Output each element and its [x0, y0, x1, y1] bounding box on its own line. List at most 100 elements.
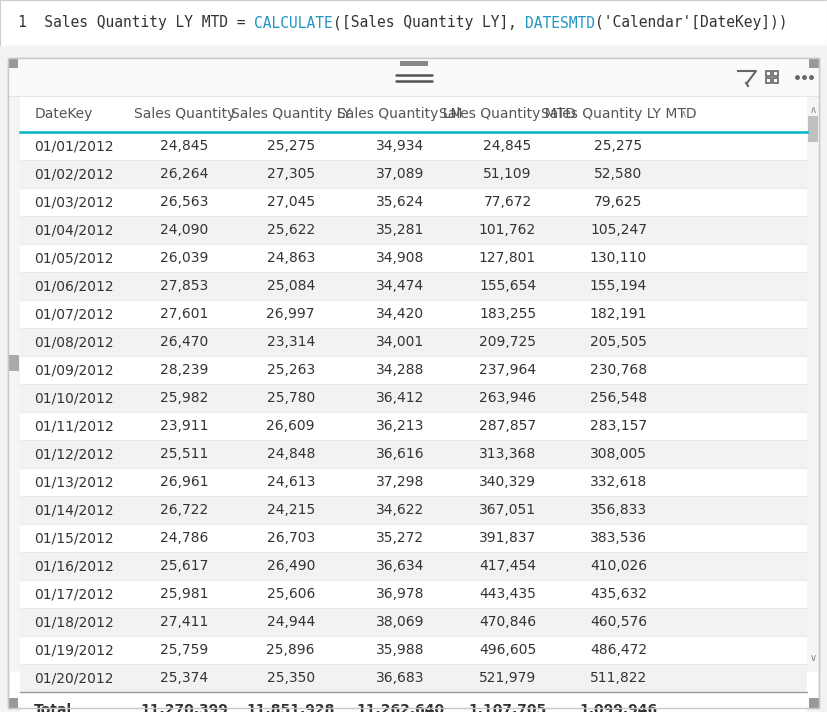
Text: Sales Quantity MTD: Sales Quantity MTD — [439, 107, 576, 121]
Text: ∧: ∧ — [680, 109, 687, 119]
Text: 521,979: 521,979 — [479, 671, 536, 685]
Text: 332,618: 332,618 — [590, 475, 648, 489]
Text: 27,305: 27,305 — [266, 167, 315, 181]
Text: 34,934: 34,934 — [376, 139, 424, 153]
Text: 01/13/2012: 01/13/2012 — [34, 475, 114, 489]
Text: 25,780: 25,780 — [266, 391, 315, 405]
Bar — [20, 468, 807, 496]
Text: 01/04/2012: 01/04/2012 — [34, 223, 114, 237]
Text: Sales Quantity LY: Sales Quantity LY — [231, 107, 351, 121]
Text: 01/12/2012: 01/12/2012 — [34, 447, 114, 461]
Text: 205,505: 205,505 — [590, 335, 647, 349]
Text: 01/17/2012: 01/17/2012 — [34, 587, 114, 601]
Text: 01/06/2012: 01/06/2012 — [34, 279, 114, 293]
Text: 26,609: 26,609 — [266, 419, 315, 433]
Text: 36,634: 36,634 — [376, 559, 424, 573]
Bar — [20, 328, 807, 356]
Text: 237,964: 237,964 — [479, 363, 536, 377]
Text: 79,625: 79,625 — [595, 195, 643, 209]
Text: 35,624: 35,624 — [376, 195, 424, 209]
Text: 52,580: 52,580 — [595, 167, 643, 181]
Text: 01/05/2012: 01/05/2012 — [34, 251, 114, 265]
Text: 356,833: 356,833 — [590, 503, 647, 517]
Text: [Sales Quantity LY]: [Sales Quantity LY] — [342, 16, 508, 31]
Text: 1,107,705: 1,107,705 — [468, 703, 547, 712]
Text: 23,314: 23,314 — [266, 335, 315, 349]
Text: 24,944: 24,944 — [266, 615, 315, 629]
Text: DATESMTD: DATESMTD — [525, 16, 595, 31]
Text: 263,946: 263,946 — [479, 391, 536, 405]
Text: 25,275: 25,275 — [595, 139, 643, 153]
Text: 27,045: 27,045 — [266, 195, 315, 209]
Text: 25,350: 25,350 — [266, 671, 315, 685]
Text: 340,329: 340,329 — [479, 475, 536, 489]
Bar — [20, 692, 807, 712]
Bar — [20, 244, 807, 272]
Bar — [809, 58, 819, 68]
Text: 34,420: 34,420 — [376, 307, 424, 321]
Text: 25,759: 25,759 — [160, 643, 208, 657]
Text: 37,089: 37,089 — [376, 167, 424, 181]
Text: 01/16/2012: 01/16/2012 — [34, 559, 114, 573]
Bar — [399, 61, 428, 66]
Text: 25,084: 25,084 — [266, 279, 315, 293]
Bar — [0, 0, 827, 46]
Bar — [8, 58, 18, 68]
Text: 209,725: 209,725 — [479, 335, 536, 349]
Text: 383,536: 383,536 — [590, 531, 647, 545]
Text: Sales Quantity LM: Sales Quantity LM — [337, 107, 463, 121]
Text: ∧: ∧ — [810, 105, 816, 115]
Text: Sales Quantity LY MTD: Sales Quantity LY MTD — [541, 107, 696, 121]
Text: 24,845: 24,845 — [484, 139, 532, 153]
Text: 24,786: 24,786 — [160, 531, 208, 545]
Bar — [0, 46, 827, 58]
Text: 01/11/2012: 01/11/2012 — [34, 419, 114, 433]
Bar — [20, 300, 807, 328]
Text: 51,109: 51,109 — [483, 167, 532, 181]
Bar — [8, 698, 18, 708]
Text: 35,988: 35,988 — [375, 643, 424, 657]
Text: 34,622: 34,622 — [376, 503, 424, 517]
Text: 410,026: 410,026 — [590, 559, 647, 573]
Text: 27,411: 27,411 — [160, 615, 208, 629]
Text: 01/15/2012: 01/15/2012 — [34, 531, 114, 545]
Text: 27,601: 27,601 — [160, 307, 208, 321]
Text: 11,262,640: 11,262,640 — [356, 703, 444, 712]
Text: 460,576: 460,576 — [590, 615, 647, 629]
Bar — [20, 96, 807, 132]
Text: 36,978: 36,978 — [375, 587, 424, 601]
Bar — [20, 552, 807, 580]
Text: 01/08/2012: 01/08/2012 — [34, 335, 114, 349]
Text: 24,215: 24,215 — [266, 503, 315, 517]
Bar — [9, 355, 19, 371]
Text: 23,911: 23,911 — [160, 419, 208, 433]
Text: 25,606: 25,606 — [266, 587, 315, 601]
Text: 01/02/2012: 01/02/2012 — [34, 167, 114, 181]
Bar — [20, 160, 807, 188]
Text: 36,412: 36,412 — [376, 391, 424, 405]
Text: 01/09/2012: 01/09/2012 — [34, 363, 114, 377]
Text: 25,622: 25,622 — [266, 223, 315, 237]
Bar — [20, 580, 807, 608]
Text: 28,239: 28,239 — [160, 363, 208, 377]
Text: 486,472: 486,472 — [590, 643, 647, 657]
Text: 183,255: 183,255 — [479, 307, 536, 321]
Bar — [20, 524, 807, 552]
Bar — [773, 78, 778, 83]
Text: 01/14/2012: 01/14/2012 — [34, 503, 114, 517]
Text: 25,263: 25,263 — [266, 363, 315, 377]
Text: 25,981: 25,981 — [160, 587, 208, 601]
Text: 24,845: 24,845 — [160, 139, 208, 153]
Text: 26,264: 26,264 — [160, 167, 208, 181]
Bar — [808, 116, 818, 142]
Bar — [20, 636, 807, 664]
Bar — [766, 78, 771, 83]
Text: 26,722: 26,722 — [160, 503, 208, 517]
Text: 26,490: 26,490 — [266, 559, 315, 573]
Text: 34,474: 34,474 — [376, 279, 424, 293]
Bar — [766, 71, 771, 76]
Text: 130,110: 130,110 — [590, 251, 648, 265]
Text: 01/03/2012: 01/03/2012 — [34, 195, 114, 209]
Text: (: ( — [333, 16, 342, 31]
Bar — [20, 412, 807, 440]
